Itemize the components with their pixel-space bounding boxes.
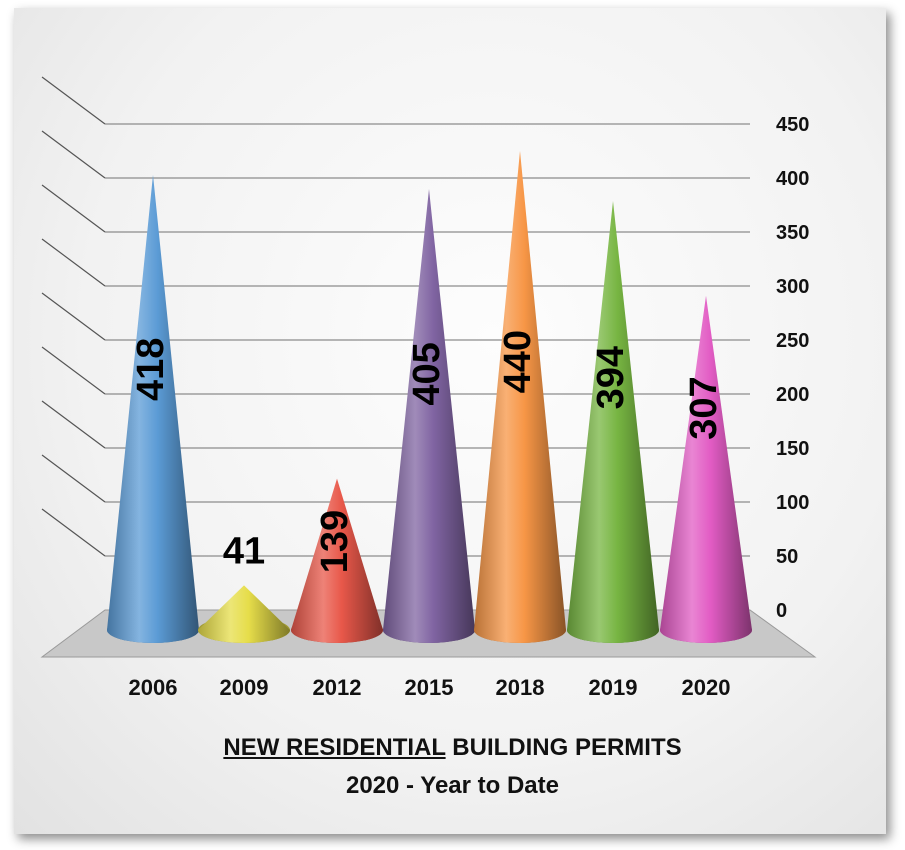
- cone-bar: [383, 189, 475, 643]
- cone-bar: [291, 478, 383, 643]
- y-tick-label: 450: [776, 114, 809, 136]
- y-tick-label: 0: [776, 600, 787, 622]
- y-tick-label: 350: [776, 222, 809, 244]
- data-label: 307: [683, 376, 725, 439]
- y-tick-label: 400: [776, 168, 809, 190]
- x-tick-label: 2012: [313, 675, 362, 700]
- chart-title: NEW RESIDENTIAL BUILDING PERMITS: [0, 734, 905, 762]
- x-tick-label: 2009: [220, 675, 269, 700]
- x-tick-label: 2020: [682, 675, 731, 700]
- side-wall-line: [41, 454, 106, 503]
- cone-bar: [474, 150, 566, 643]
- x-tick-label: 2019: [589, 675, 638, 700]
- cone-bar: [567, 200, 659, 643]
- y-tick-label: 150: [776, 438, 809, 460]
- side-wall-line: [41, 238, 106, 287]
- data-label: 440: [497, 330, 539, 393]
- y-tick-label: 100: [776, 492, 809, 514]
- cone-2009: [198, 585, 290, 643]
- data-label: 405: [406, 342, 448, 405]
- side-wall-line: [41, 130, 106, 179]
- cone-2006: [107, 174, 199, 643]
- chart-title-underlined: NEW RESIDENTIAL: [223, 734, 446, 761]
- cone-bar: [198, 585, 290, 643]
- cone-bar: [107, 174, 199, 643]
- cone-2019: [567, 200, 659, 643]
- cone-2015: [383, 189, 475, 643]
- data-label: 41: [223, 530, 265, 572]
- x-tick-label: 2018: [496, 675, 545, 700]
- chart-subtitle: 2020 - Year to Date: [345, 772, 559, 799]
- cone-2012: [291, 478, 383, 643]
- side-wall-line: [41, 346, 106, 395]
- side-wall-line: [41, 292, 106, 341]
- cone-2018: [474, 150, 566, 643]
- data-label: 394: [590, 346, 632, 409]
- data-label: 418: [130, 338, 172, 401]
- side-wall-line: [41, 508, 106, 557]
- cone-bar: [660, 295, 752, 643]
- y-tick-label: 50: [776, 546, 798, 568]
- y-tick-label: 200: [776, 384, 809, 406]
- side-wall-line: [41, 184, 106, 233]
- y-tick-label: 300: [776, 276, 809, 298]
- x-tick-label: 2015: [405, 675, 454, 700]
- data-label: 139: [314, 510, 356, 573]
- y-tick-label: 250: [776, 330, 809, 352]
- side-wall-line: [41, 76, 106, 125]
- chart-title-rest: BUILDING PERMITS: [445, 734, 682, 761]
- x-tick-label: 2006: [129, 675, 178, 700]
- cone-2020: [660, 295, 752, 643]
- side-wall-line: [41, 400, 106, 449]
